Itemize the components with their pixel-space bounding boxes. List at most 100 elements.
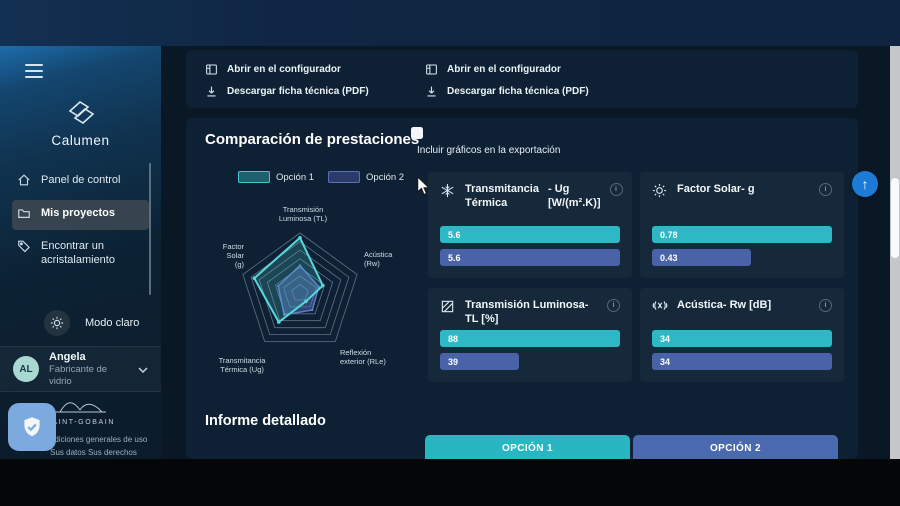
metric-card: Transmisión Luminosa- TL [%] i 88 39 [428,288,632,382]
open-in-configurator-link[interactable]: Abrir en el configurador [425,58,589,80]
sound-waves-icon [652,299,668,317]
user-menu[interactable]: AL Angela Fabricante de vidrio [0,346,161,392]
radar-vertex [282,313,286,316]
radar-vertex [311,308,314,312]
download-datasheet-link[interactable]: Descargar ficha técnica (PDF) [425,80,589,102]
chart-legend: Opción 1 Opción 2 [238,171,404,183]
option-tabs: OPCIÓN 1 OPCIÓN 2 [425,435,838,461]
top-navy-bar [0,0,900,46]
metric-title: Transmitancia Térmica [465,183,539,209]
radar-gridline [258,249,342,329]
radar-axis-label: Factor Solar (g) [223,242,245,269]
page-scrollbar-thumb[interactable] [891,178,899,258]
folder-icon [17,206,31,224]
user-name: Angela [49,350,86,363]
saint-gobain-brand: SAINT-GOBAIN [46,419,115,426]
logo-text: Calumen [51,133,110,148]
info-icon[interactable]: i [819,183,832,196]
option-1-value-bar: 88 [440,330,620,347]
sidebar-item-label: Encontrar un acristalamiento [41,240,115,266]
legend-swatch [328,171,361,183]
sidebar-item-encontrar-acristalamiento[interactable]: Encontrar un acristalamiento [12,233,149,273]
snowflake-icon [440,183,456,203]
hamburger-menu-icon[interactable] [25,64,43,78]
radar-chart: Transmisión Luminosa (TL) Acústica (Rw) Refl… [202,196,402,393]
sidebar-nav: Panel de control Mis proyectos Encontrar… [0,164,161,276]
info-icon[interactable]: i [609,183,623,196]
theme-toggle-label: Modo claro [85,317,140,329]
main-content: Abrir en el configurador Descargar ficha… [161,46,890,461]
legend-swatch [238,171,270,183]
radar-gridline [250,241,350,336]
bottom-black-bar [0,459,900,506]
radar-gridline [242,232,358,342]
avatar: AL [13,356,39,382]
legend-label: Opción 2 [366,171,405,183]
radar-vertex [277,284,280,288]
radar-vertex [298,236,302,240]
legend-item-option-1: Opción 1 [238,171,314,183]
open-in-configurator-link[interactable]: Abrir en el configurador [205,58,369,80]
sidebar: Calumen Panel de control Mis proyectos E… [0,46,161,459]
download-datasheet-label: Descargar ficha técnica (PDF) [227,85,369,97]
sidebar-scrollbar[interactable] [148,163,151,295]
chevron-down-icon [138,360,148,378]
detail-report-title: Informe detallado [205,413,326,429]
calumen-logo: Calumen [0,98,161,148]
radar-vertex [277,320,281,324]
terms-link[interactable]: Condiciones generales de uso [39,435,148,444]
download-datasheet-label: Descargar ficha técnica (PDF) [447,85,589,97]
privacy-shield-badge[interactable] [8,403,56,451]
legend-item-option-2: Opción 2 [328,171,404,183]
tab-option-2[interactable]: OPCIÓN 2 [633,435,838,461]
option-2-value-bar: 39 [440,353,520,370]
export-graphics-checkbox[interactable] [411,127,423,139]
download-icon [425,85,438,98]
info-icon[interactable]: i [819,299,832,312]
option-2-value-bar: 5.6 [440,249,620,266]
sun-icon [44,310,70,336]
page-scrollbar[interactable] [890,46,900,459]
theme-toggle[interactable]: Modo claro [44,310,139,336]
data-rights-link[interactable]: Sus datos Sus derechos [50,448,137,457]
radar-vertex [298,264,302,267]
radar-series-option-2 [277,264,320,316]
open-in-configurator-label: Abrir en el configurador [227,63,341,75]
metric-card: Acústica- Rw [dB] i 34 34 [640,288,844,382]
radar-axis-label: Acústica (Rw) [364,250,393,268]
sun-icon [652,183,668,203]
comparison-title: Comparación de prestaciones [205,131,420,148]
arrow-up-icon: ↑ [861,176,869,192]
metric-unit: - Ug [W/(m².K)] [547,183,601,209]
download-datasheet-link[interactable]: Descargar ficha técnica (PDF) [205,80,369,102]
saint-gobain-logo-icon [55,402,106,413]
option-2-actions: Abrir en el configurador Descargar ficha… [425,58,589,102]
sidebar-footer: SAINT-GOBAIN Condiciones generales de us… [0,398,161,459]
radar-vertex [304,299,308,304]
grid-icon [205,63,218,76]
info-icon[interactable]: i [607,299,620,312]
metric-card: Factor Solar- g i 0.78 0.43 [640,172,844,278]
option-1-value-bar: 0.78 [652,226,832,243]
sidebar-item-panel-de-control[interactable]: Panel de control [12,167,149,197]
metric-title: Acústica- Rw [dB] [677,299,772,311]
scroll-to-top-button[interactable]: ↑ [852,171,878,197]
option-1-actions: Abrir en el configurador Descargar ficha… [205,58,369,102]
user-role: Fabricante de vidrio [49,363,108,387]
radar-gridline [266,258,334,322]
sidebar-item-mis-proyectos[interactable]: Mis proyectos [12,200,149,230]
option-actions-panel: Abrir en el configurador Descargar ficha… [186,50,858,108]
tab-option-1[interactable]: OPCIÓN 1 [425,435,630,461]
sidebar-item-label: Mis proyectos [41,207,115,219]
radar-vertex [321,283,325,288]
export-graphics-label: Incluir gráficos en la exportación [417,145,561,156]
radar-axis-label: Transmisión Luminosa (TL) [279,205,328,223]
option-1-value-bar: 5.6 [440,226,620,243]
option-2-value-bar: 34 [652,353,832,370]
metric-title: Transmisión Luminosa- TL [%] [465,299,589,325]
metric-cards: Transmitancia Térmica - Ug [W/(m².K)] i 5.… [428,172,844,382]
radar-gridline [291,283,309,301]
open-in-configurator-label: Abrir en el configurador [447,63,561,75]
option-1-value-bar: 34 [652,330,832,347]
